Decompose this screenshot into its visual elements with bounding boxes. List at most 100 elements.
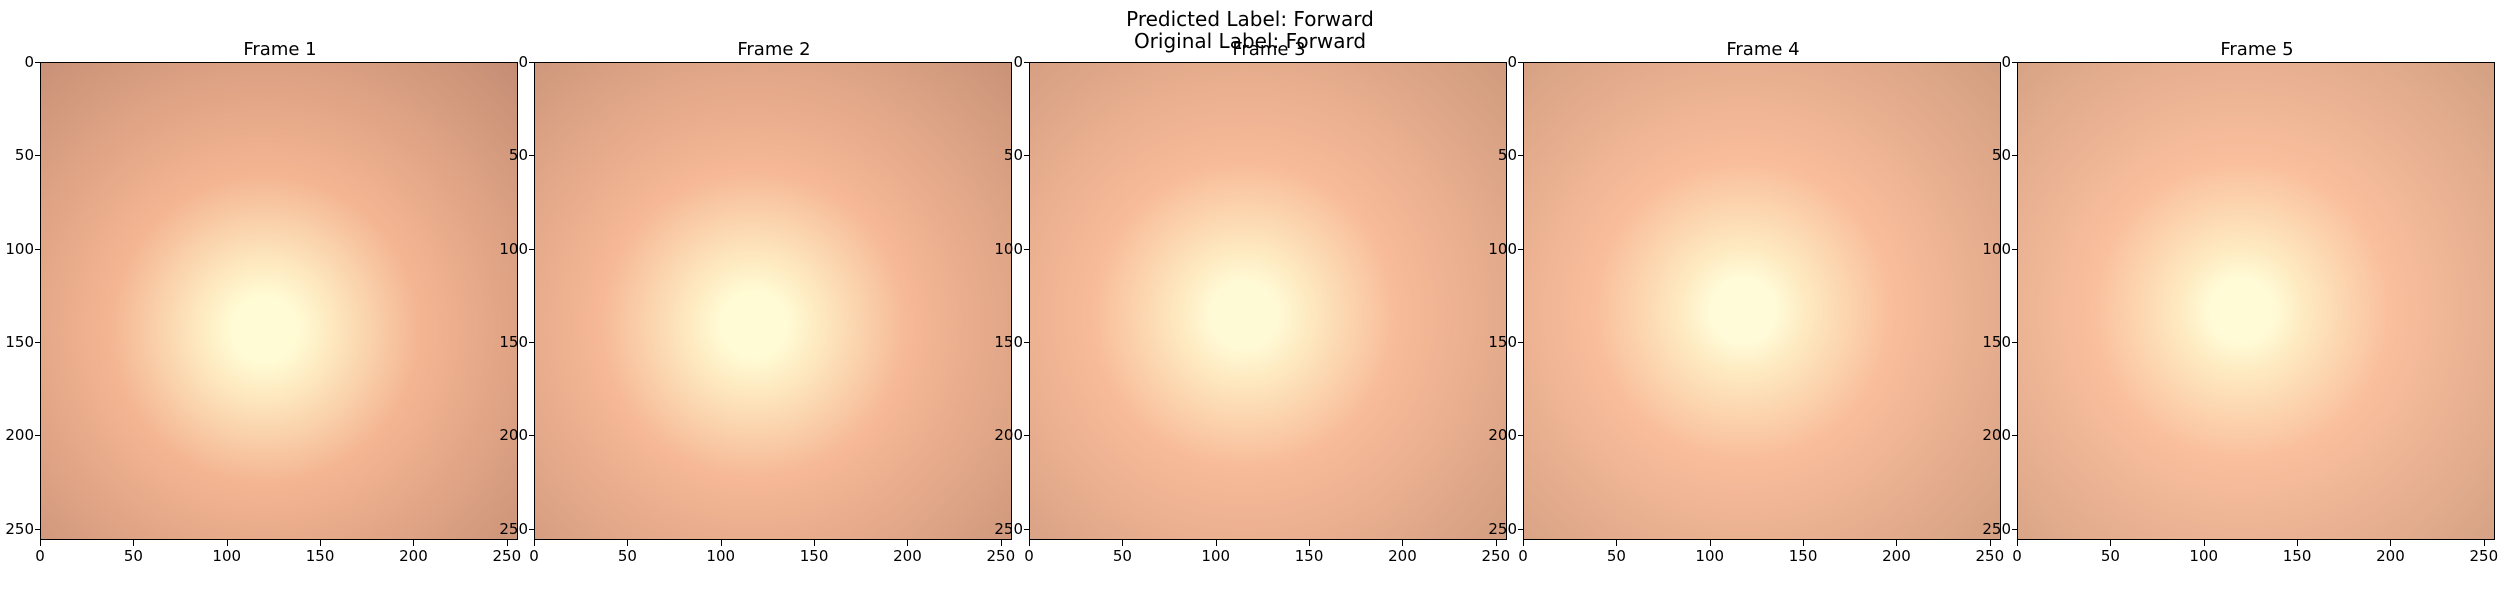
y-tick-mark	[2012, 342, 2017, 344]
x-tick-label: 250	[492, 547, 522, 565]
x-tick-mark	[2297, 540, 2299, 546]
y-tick-mark	[1518, 435, 1523, 437]
y-tick-label: 50	[508, 146, 528, 165]
y-tick-mark	[1518, 62, 1523, 63]
y-tick-mark	[1518, 342, 1523, 344]
x-tick-mark	[2203, 540, 2205, 546]
frame-image-1	[40, 62, 518, 540]
x-tick-mark	[133, 540, 135, 546]
y-tick-label: 150	[499, 333, 528, 352]
frame-image-4	[1523, 62, 2001, 540]
y-tick-label: 0	[1507, 53, 1517, 71]
x-tick-label: 50	[2100, 547, 2120, 565]
y-tick-mark	[2012, 248, 2017, 250]
x-tick-mark	[413, 540, 415, 546]
y-tick-label: 0	[24, 53, 34, 71]
frame-image-2	[534, 62, 1012, 540]
x-tick-label: 0	[1518, 547, 1528, 565]
frame-panel-4: Frame 4 0 50 100 150 200 250 0 50 100 150 200 250	[1488, 40, 2004, 565]
x-tick-mark	[720, 540, 722, 546]
x-tick-label: 200	[1388, 547, 1417, 565]
frame-panel-3: Frame 3 0 50 100 150 200 250 0 50 100 150 200 250	[994, 39, 1510, 565]
x-tick-mark	[226, 540, 228, 546]
x-tick-label: 0	[1024, 547, 1034, 565]
y-tick-mark	[35, 342, 40, 344]
y-tick-label: 150	[5, 333, 34, 352]
y-tick-mark	[529, 528, 534, 530]
y-tick-mark	[2012, 62, 2017, 63]
y-tick-label: 200	[994, 426, 1023, 445]
y-tick-label: 200	[1982, 426, 2011, 445]
x-tick-mark	[1309, 540, 1311, 546]
y-tick-label: 150	[1488, 333, 1517, 352]
frame-panel-5: Frame 5 0 50 100 150 200 250 0 50 100 150 200 250	[1982, 39, 2498, 565]
x-tick-mark	[2110, 540, 2112, 546]
x-tick-label: 150	[2282, 547, 2312, 565]
y-tick-mark	[1024, 248, 1029, 250]
frame-panel-2: Frame 2 0 50 100 150 200 250 0 50 100 150 200 250	[499, 39, 1015, 565]
y-tick-label: 250	[5, 519, 34, 538]
y-tick-mark	[1024, 435, 1029, 437]
x-tick-label: 200	[893, 547, 922, 565]
y-tick-mark	[35, 155, 40, 157]
y-tick-mark	[1518, 248, 1523, 250]
y-tick-mark	[2012, 528, 2017, 530]
y-tick-label: 200	[1488, 426, 1517, 445]
x-tick-mark	[1896, 540, 1898, 546]
x-tick-label: 50	[123, 547, 143, 565]
frame-title-3: Frame 3	[1232, 39, 1306, 60]
x-tick-label: 150	[1788, 547, 1818, 565]
y-tick-label: 50	[1991, 146, 2011, 165]
y-tick-label: 250	[994, 519, 1023, 538]
y-tick-label: 100	[499, 239, 528, 258]
frame-title-2: Frame 2	[737, 39, 811, 60]
x-tick-label: 0	[529, 547, 539, 565]
y-tick-mark	[2012, 155, 2017, 157]
x-tick-mark	[814, 540, 816, 546]
x-tick-label: 250	[1481, 547, 1511, 565]
y-tick-label: 0	[2001, 53, 2011, 71]
x-tick-label: 50	[1606, 547, 1626, 565]
x-tick-mark	[320, 540, 322, 546]
x-tick-mark	[1616, 540, 1618, 546]
y-tick-mark	[1024, 155, 1029, 157]
x-tick-label: 50	[617, 547, 637, 565]
y-tick-mark	[1024, 62, 1029, 63]
x-tick-label: 100	[2189, 547, 2219, 565]
x-tick-label: 250	[1975, 547, 2005, 565]
y-tick-mark	[1024, 528, 1029, 530]
x-tick-mark	[1122, 540, 1124, 546]
x-tick-mark	[2390, 540, 2392, 546]
frame-panel-1: Frame 1 0 50 100 150 200 250 0 50 100 150 200 250	[5, 39, 521, 565]
y-tick-label: 250	[1982, 519, 2011, 538]
x-tick-label: 200	[2376, 547, 2405, 565]
y-tick-mark	[35, 62, 40, 63]
y-tick-label: 100	[1488, 239, 1517, 258]
x-tick-label: 250	[2469, 547, 2499, 565]
x-tick-mark	[2483, 540, 2485, 546]
y-tick-mark	[35, 248, 40, 250]
frame-image-5	[2017, 62, 2495, 540]
x-tick-mark	[1000, 540, 1002, 546]
y-tick-mark	[35, 435, 40, 437]
y-tick-label: 50	[1003, 146, 1023, 165]
x-tick-label: 150	[799, 547, 829, 565]
y-tick-mark	[2012, 435, 2017, 437]
frame-title-5: Frame 5	[2220, 39, 2294, 60]
x-tick-mark	[907, 540, 909, 546]
x-tick-label: 100	[212, 547, 242, 565]
frame-image-3	[1029, 62, 1507, 540]
x-tick-label: 150	[1294, 547, 1324, 565]
y-tick-label: 50	[1497, 146, 1517, 165]
frame-title-1: Frame 1	[243, 39, 317, 60]
y-tick-mark	[529, 155, 534, 157]
x-tick-mark	[1029, 540, 1030, 546]
x-tick-mark	[40, 540, 41, 546]
x-tick-label: 200	[1882, 547, 1911, 565]
x-tick-mark	[1803, 540, 1805, 546]
x-tick-mark	[1989, 540, 1991, 546]
x-tick-mark	[1215, 540, 1217, 546]
y-tick-mark	[529, 62, 534, 63]
x-tick-mark	[1402, 540, 1404, 546]
y-tick-label: 250	[499, 519, 528, 538]
